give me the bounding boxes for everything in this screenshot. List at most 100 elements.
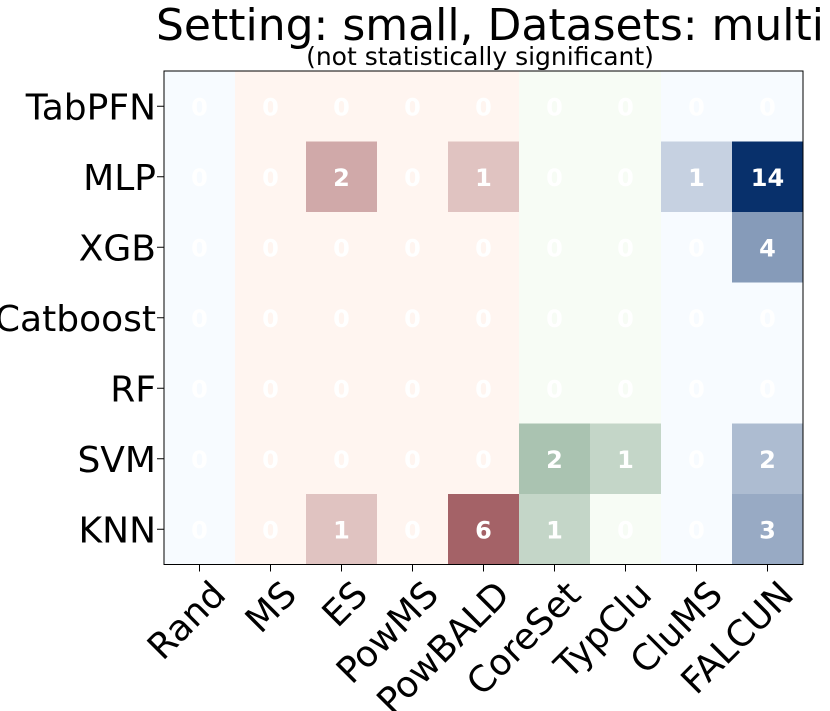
heatmap-cell-knn-es: [306, 494, 378, 565]
cell-value-label: 0: [404, 234, 421, 262]
cell-value-label: 0: [759, 375, 776, 403]
y-tick-label: KNN: [79, 510, 156, 551]
heatmap-cell-xgb-coreset: [519, 212, 591, 283]
heatmap-cell-rf-falcun: [732, 353, 804, 424]
cell-value-label: 0: [688, 375, 705, 403]
cell-value-label: 0: [688, 234, 705, 262]
heatmap-cell-catboost-ms: [235, 282, 307, 354]
cell-value-label: 0: [262, 305, 279, 333]
cell-value-label: 0: [475, 93, 492, 121]
heatmap-cell-mlp-es: [306, 141, 378, 213]
heatmap-cell-mlp-clums: [661, 141, 733, 213]
cell-value-label: 1: [546, 516, 563, 544]
heatmap-cell-catboost-rand: [164, 282, 236, 354]
cell-value-label: 1: [617, 446, 634, 474]
heatmap-cell-mlp-coreset: [519, 141, 591, 213]
heatmap-cell-rf-ms: [235, 353, 307, 424]
cell-value-label: 0: [191, 164, 208, 192]
heatmap-cell-mlp-rand: [164, 141, 236, 213]
y-tick-label: SVM: [77, 440, 156, 481]
heatmap-cell-tabpfn-powms: [377, 71, 449, 142]
cell-value-label: 0: [688, 446, 705, 474]
heatmap-cell-mlp-typclu: [590, 141, 662, 213]
y-tick-label: XGB: [79, 228, 156, 269]
cell-value-label: 0: [191, 446, 208, 474]
cell-value-label: 1: [333, 516, 350, 544]
heatmap-cell-rf-clums: [661, 353, 733, 424]
heatmap-cell-catboost-es: [306, 282, 378, 354]
cell-value-label: 0: [191, 375, 208, 403]
cell-value-label: 0: [475, 305, 492, 333]
cell-value-label: 0: [191, 93, 208, 121]
cell-value-label: 0: [688, 516, 705, 544]
heatmap-cell-catboost-clums: [661, 282, 733, 354]
cell-value-label: 2: [546, 446, 563, 474]
y-tick-label: MLP: [83, 158, 156, 199]
heatmap-cell-tabpfn-coreset: [519, 71, 591, 142]
heatmap-cell-catboost-powbald: [448, 282, 520, 354]
cell-value-label: 0: [617, 375, 634, 403]
heatmap-cell-rf-powbald: [448, 353, 520, 424]
x-tick-label: Rand: [140, 574, 234, 668]
cell-value-label: 0: [546, 305, 563, 333]
heatmap-cell-xgb-ms: [235, 212, 307, 283]
cell-value-label: 0: [688, 93, 705, 121]
cell-value-label: 0: [759, 93, 776, 121]
cell-value-label: 0: [404, 305, 421, 333]
cell-value-label: 0: [404, 516, 421, 544]
cell-value-label: 1: [688, 164, 705, 192]
heatmap-cell-svm-typclu: [590, 423, 662, 495]
heatmap-cell-knn-powms: [377, 494, 449, 565]
heatmap-cell-svm-falcun: [732, 423, 804, 495]
cell-value-label: 0: [404, 375, 421, 403]
heatmap-cell-rf-typclu: [590, 353, 662, 424]
cell-value-label: 0: [191, 234, 208, 262]
chart-title: Setting: small, Datasets: multi: [155, 0, 824, 51]
cell-value-label: 0: [191, 516, 208, 544]
heatmap-cell-knn-typclu: [590, 494, 662, 565]
cell-value-label: 2: [333, 164, 350, 192]
cell-value-label: 6: [475, 516, 492, 544]
heatmap-cell-mlp-ms: [235, 141, 307, 213]
cell-value-label: 0: [617, 305, 634, 333]
y-tick-label: Catboost: [0, 299, 156, 340]
cell-value-label: 0: [333, 305, 350, 333]
cell-value-label: 0: [546, 234, 563, 262]
cell-value-label: 0: [688, 305, 705, 333]
heatmap-cell-catboost-powms: [377, 282, 449, 354]
heatmap-cell-knn-falcun: [732, 494, 804, 565]
heatmap-cell-mlp-powbald: [448, 141, 520, 213]
y-tick-label: TabPFN: [25, 87, 156, 128]
heatmap-cell-catboost-falcun: [732, 282, 804, 354]
cell-value-label: 1: [475, 164, 492, 192]
cell-value-label: 0: [546, 164, 563, 192]
cell-value-label: 0: [475, 446, 492, 474]
heatmap-cell-rf-rand: [164, 353, 236, 424]
heatmap-cell-mlp-powms: [377, 141, 449, 213]
cell-value-label: 0: [617, 234, 634, 262]
cell-value-label: 0: [759, 305, 776, 333]
heatmap-cell-catboost-coreset: [519, 282, 591, 354]
heatmap-cell-xgb-typclu: [590, 212, 662, 283]
heatmap-cell-knn-coreset: [519, 494, 591, 565]
heatmap-cell-svm-rand: [164, 423, 236, 495]
heatmap-cell-svm-es: [306, 423, 378, 495]
cell-value-label: 0: [546, 375, 563, 403]
cell-value-label: 0: [617, 93, 634, 121]
cell-value-label: 0: [333, 93, 350, 121]
heatmap-cell-svm-clums: [661, 423, 733, 495]
cell-value-label: 0: [617, 164, 634, 192]
cell-value-label: 0: [333, 446, 350, 474]
cell-value-label: 0: [404, 446, 421, 474]
cell-value-label: 0: [262, 516, 279, 544]
heatmap-cell-tabpfn-clums: [661, 71, 733, 142]
cell-value-label: 0: [546, 93, 563, 121]
heatmap-cell-svm-powms: [377, 423, 449, 495]
heatmap-cell-xgb-es: [306, 212, 378, 283]
heatmap-cell-xgb-falcun: [732, 212, 804, 283]
heatmap-cell-xgb-powms: [377, 212, 449, 283]
cell-value-label: 0: [191, 305, 208, 333]
cell-value-label: 0: [404, 93, 421, 121]
cell-value-label: 0: [333, 375, 350, 403]
